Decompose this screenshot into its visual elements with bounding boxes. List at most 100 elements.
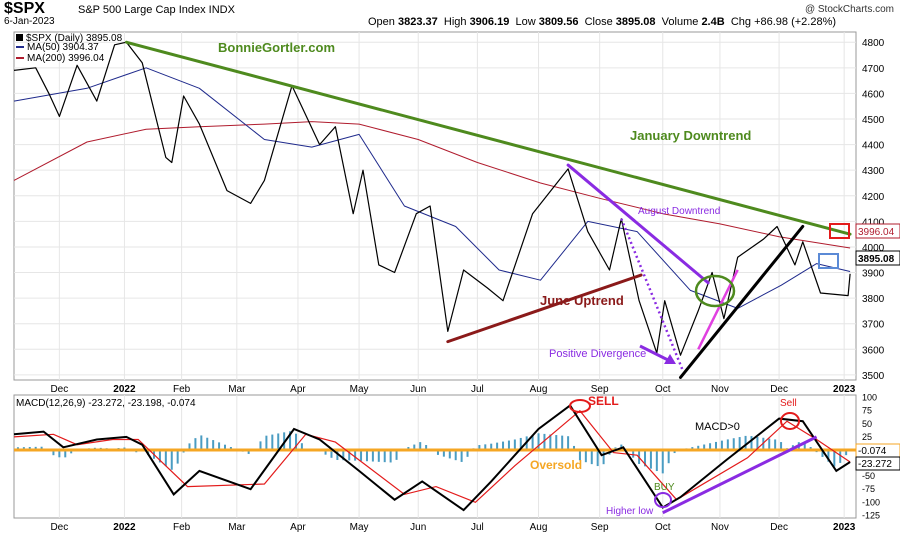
- macd-histogram-bar: [584, 449, 587, 463]
- macd-histogram-bar: [58, 449, 61, 458]
- price-y-tick-label: 4100: [862, 217, 885, 228]
- macd-histogram-bar: [555, 435, 558, 450]
- close-label: Close: [584, 16, 613, 28]
- legend-ma50: MA(50) 3904.37: [27, 42, 99, 53]
- macd-signal-line: [13, 409, 851, 503]
- close-badge: [855, 250, 900, 266]
- macd-histogram-bar: [413, 444, 416, 450]
- macd-histogram-bar: [454, 449, 457, 461]
- chg-label: Chg: [730, 16, 751, 28]
- oversold-label: Oversold: [530, 458, 582, 472]
- ticker-symbol: $SPX: [4, 0, 45, 17]
- macd-histogram-bar: [549, 434, 552, 450]
- macd-histogram-bar: [649, 449, 652, 469]
- macd-histogram-bar: [845, 449, 848, 456]
- macd-histogram-bar: [395, 449, 398, 460]
- macd-histogram-bar: [218, 442, 221, 450]
- macd-histogram-bar: [750, 436, 753, 450]
- volume-value: 2.4B: [701, 16, 725, 28]
- high-label: High: [443, 16, 467, 28]
- macd-histogram-bar: [513, 439, 516, 450]
- macd-histogram-bar: [194, 438, 197, 450]
- price-y-tick-label: 4800: [862, 38, 885, 49]
- macd-histogram-bar: [223, 444, 226, 450]
- macd-histogram-bar: [360, 449, 363, 461]
- higher-low-circle: [654, 492, 672, 508]
- macd-histogram-bar: [300, 443, 303, 450]
- price-y-tick-label: 4200: [862, 192, 885, 203]
- macd-histogram-bar: [596, 449, 599, 467]
- price-x-tick-label: Sep: [591, 384, 609, 395]
- legend-macd: MACD(12,26,9) -23.272, -23.198, -0.074: [16, 398, 196, 409]
- macd-histogram-bar: [661, 449, 664, 474]
- price-x-tick-label: Aug: [530, 384, 548, 395]
- price-y-tick-label: 4700: [862, 64, 885, 75]
- macd-histogram-bar: [342, 449, 345, 461]
- macd-gt0-label: MACD>0: [695, 421, 740, 433]
- macd-histogram-bar: [519, 437, 522, 450]
- macd-histogram-bar: [714, 441, 717, 450]
- macd-x-tick-label: 2022: [113, 522, 136, 533]
- positive-divergence-label: Positive Divergence: [549, 348, 646, 360]
- macd-histogram-bar: [537, 433, 540, 450]
- macd-x-tick-label: Nov: [711, 522, 729, 533]
- breakout-circle: [694, 274, 736, 308]
- macd-histogram-bar: [176, 449, 179, 464]
- price-x-tick-label: Oct: [655, 384, 671, 395]
- sell-label: SELL: [588, 394, 619, 408]
- price-y-tick-label: 4300: [862, 166, 885, 177]
- macd-histogram-bar: [507, 440, 510, 450]
- volume-label: Volume: [661, 16, 699, 28]
- macd-histogram-bar: [709, 443, 712, 450]
- macd-histogram-bar: [383, 449, 386, 463]
- august-downtrend-line: [566, 163, 710, 285]
- macd-histogram-bar: [768, 438, 771, 450]
- price-y-tick-label: 4000: [862, 243, 885, 254]
- price-y-tick-label: 4500: [862, 115, 885, 126]
- ma200-red-box: [829, 223, 850, 239]
- macd-histogram-bar: [756, 436, 759, 450]
- macd-histogram-bar: [158, 449, 161, 463]
- macd-histogram-bar: [442, 449, 445, 457]
- macd-histogram-bar: [294, 433, 297, 450]
- macd-histogram-bar: [324, 449, 327, 455]
- macd-x-tick-label: Jun: [410, 522, 426, 533]
- buy-label: BUY: [654, 482, 675, 493]
- macd-histogram-bar: [780, 442, 783, 450]
- macd-x-tick-label: Apr: [290, 522, 306, 533]
- watermark: @ StockCharts.com: [804, 4, 894, 15]
- macd-histogram-bar: [703, 444, 706, 450]
- macd-histogram-bar: [419, 442, 422, 450]
- macd-histogram-bar: [720, 440, 723, 450]
- macd-histogram-bar: [543, 433, 546, 450]
- macd-x-tick-label: Mar: [228, 522, 246, 533]
- macd-histogram-bar: [170, 449, 173, 470]
- close-badge-text: 3895.08: [858, 254, 895, 265]
- hist-badge: [855, 456, 900, 471]
- macd-histogram-bar: [289, 431, 292, 450]
- price-y-tick-label: 4600: [862, 89, 885, 100]
- macd-histogram-bar: [206, 437, 209, 450]
- close-value: 3895.08: [615, 16, 656, 28]
- macd-x-tick-label: Aug: [530, 522, 548, 533]
- price-x-tick-label: Jun: [410, 384, 426, 395]
- macd-x-tick-label: May: [350, 522, 369, 533]
- macd-histogram-bar: [803, 441, 806, 450]
- price-x-tick-label: 2023: [833, 384, 856, 395]
- macd-histogram-bar: [744, 435, 747, 450]
- ma200-badge: [855, 223, 900, 239]
- macd-histogram-bar: [271, 434, 274, 450]
- january-downtrend-line: [124, 40, 852, 236]
- june-uptrend-line: [446, 273, 643, 344]
- price-x-tick-label: May: [350, 384, 369, 395]
- low-value: 3809.56: [538, 16, 579, 28]
- divergence-arrow-head: [664, 354, 676, 364]
- macd-x-tick-label: Dec: [770, 522, 788, 533]
- macd-histogram-bar: [726, 439, 729, 450]
- macd-badge-text: -0.074: [858, 446, 887, 457]
- legend-ma200: MA(200) 3996.04: [27, 53, 105, 64]
- macd-histogram-bar: [738, 437, 741, 450]
- macd-y-tick-label: -50: [862, 471, 875, 481]
- macd-histogram-bar: [839, 449, 842, 463]
- macd-histogram-bar: [655, 449, 658, 472]
